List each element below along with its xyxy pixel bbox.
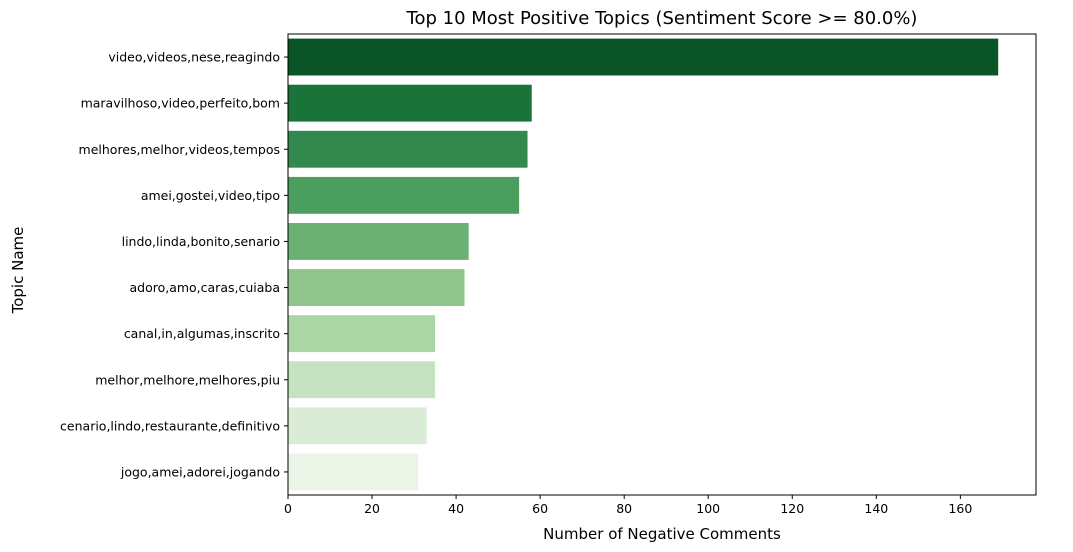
x-tick-label: 120 <box>780 501 804 516</box>
x-tick-label: 140 <box>864 501 888 516</box>
bars-group <box>288 38 999 491</box>
x-axis-label: Number of Negative Comments <box>543 525 781 543</box>
y-tick-label: adoro,amo,caras,cuiaba <box>129 280 280 295</box>
x-tick-label: 40 <box>448 501 464 516</box>
plot-frame <box>287 33 1037 496</box>
y-tick-label: melhores,melhor,videos,tempos <box>79 142 280 157</box>
x-tick-label: 160 <box>948 501 972 516</box>
bar-6 <box>288 315 436 353</box>
y-tick-label: canal,in,algumas,inscrito <box>124 326 280 341</box>
chart-title: Top 10 Most Positive Topics (Sentiment S… <box>406 8 918 29</box>
y-tick-label: lindo,linda,bonito,senario <box>122 234 280 249</box>
y-tick-label: melhor,melhore,melhores,piu <box>95 372 280 387</box>
x-tick-label: 0 <box>284 501 292 516</box>
x-axis-ticks: 0 20 40 60 80 100 120 140 160 <box>284 495 972 516</box>
x-tick-label: 20 <box>364 501 380 516</box>
y-axis-ticks: video,videos,nese,reagindo maravilhoso,vi… <box>60 50 288 479</box>
y-tick-label: maravilhoso,video,perfeito,bom <box>81 96 280 111</box>
x-tick-label: 80 <box>616 501 632 516</box>
bar-0 <box>288 38 999 76</box>
bar-9 <box>288 453 419 491</box>
bar-1 <box>288 84 532 122</box>
bar-5 <box>288 269 465 306</box>
x-tick-label: 100 <box>696 501 720 516</box>
y-tick-label: jogo,amei,adorei,jogando <box>120 464 280 479</box>
y-tick-label: amei,gostei,video,tipo <box>141 188 280 203</box>
bar-4 <box>288 223 469 260</box>
y-tick-label: cenario,lindo,restaurante,definitivo <box>60 418 280 433</box>
bar-3 <box>288 176 520 214</box>
y-axis-label: Topic Name <box>9 227 27 315</box>
bar-2 <box>288 130 528 168</box>
bar-7 <box>288 361 436 399</box>
bar-8 <box>288 407 427 445</box>
y-tick-label: video,videos,nese,reagindo <box>108 50 280 65</box>
x-tick-label: 60 <box>532 501 548 516</box>
